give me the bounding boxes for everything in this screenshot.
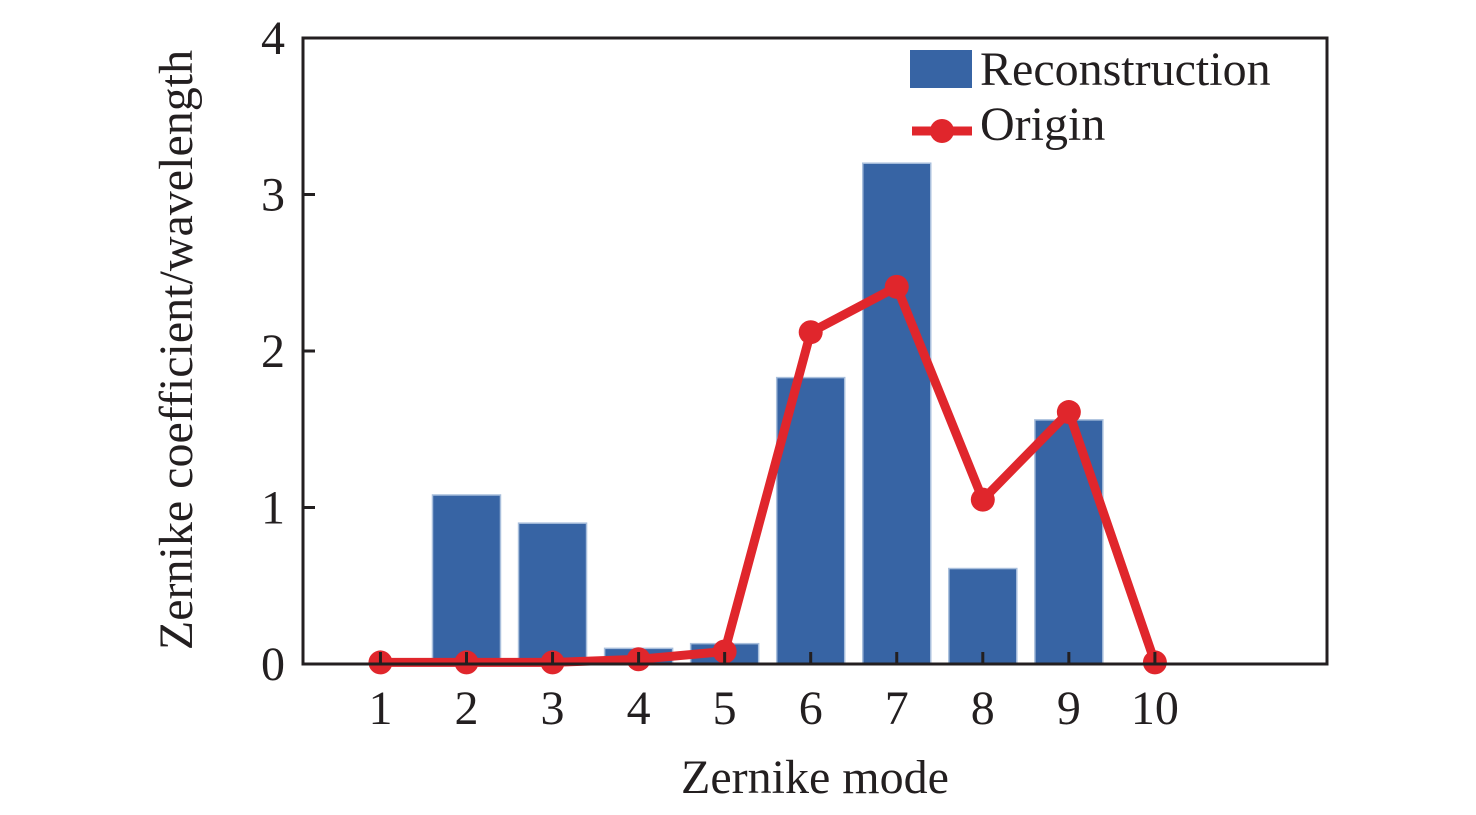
legend: Reconstruction Origin [910, 43, 1271, 151]
bar-8 [948, 567, 1018, 665]
x-tick-label: 5 [713, 682, 737, 735]
y-tick-label: 2 [261, 325, 285, 378]
bar-9 [1034, 419, 1104, 665]
x-tick-label: 4 [627, 682, 651, 735]
x-tick-label: 8 [971, 682, 995, 735]
legend-label-origin: Origin [980, 98, 1105, 151]
legend-swatch-reconstruction [910, 50, 972, 88]
y-axis: 0 1 2 3 4 [261, 12, 315, 691]
x-tick-label: 9 [1057, 682, 1081, 735]
y-tick-label: 1 [261, 482, 285, 535]
bar-3 [517, 522, 588, 665]
y-axis-label: Zernike coefficient/wavelength [150, 50, 203, 650]
bar-series [431, 162, 1104, 665]
y-tick-label: 0 [261, 638, 285, 691]
y-tick-label: 3 [261, 169, 285, 222]
x-tick-label: 7 [885, 682, 909, 735]
legend-label-reconstruction: Reconstruction [980, 43, 1271, 96]
origin-line [375, 282, 1160, 667]
point-9 [1056, 400, 1081, 425]
x-tick-label: 2 [454, 682, 478, 735]
point-5 [712, 639, 737, 664]
point-8 [970, 487, 995, 512]
x-axis-label: Zernike mode [681, 751, 949, 804]
y-tick-label: 4 [261, 12, 285, 65]
point-7 [884, 274, 909, 299]
bar-2 [431, 494, 502, 665]
point-6 [798, 320, 823, 345]
x-tick-label: 6 [799, 682, 823, 735]
legend-marker-origin [930, 119, 954, 143]
x-tick-label: 10 [1131, 682, 1179, 735]
x-tick-label: 1 [368, 682, 392, 735]
x-tick-label: 3 [541, 682, 565, 735]
x-axis: 1 2 3 4 5 6 7 8 9 10 [368, 652, 1179, 735]
bar-7 [861, 162, 932, 665]
